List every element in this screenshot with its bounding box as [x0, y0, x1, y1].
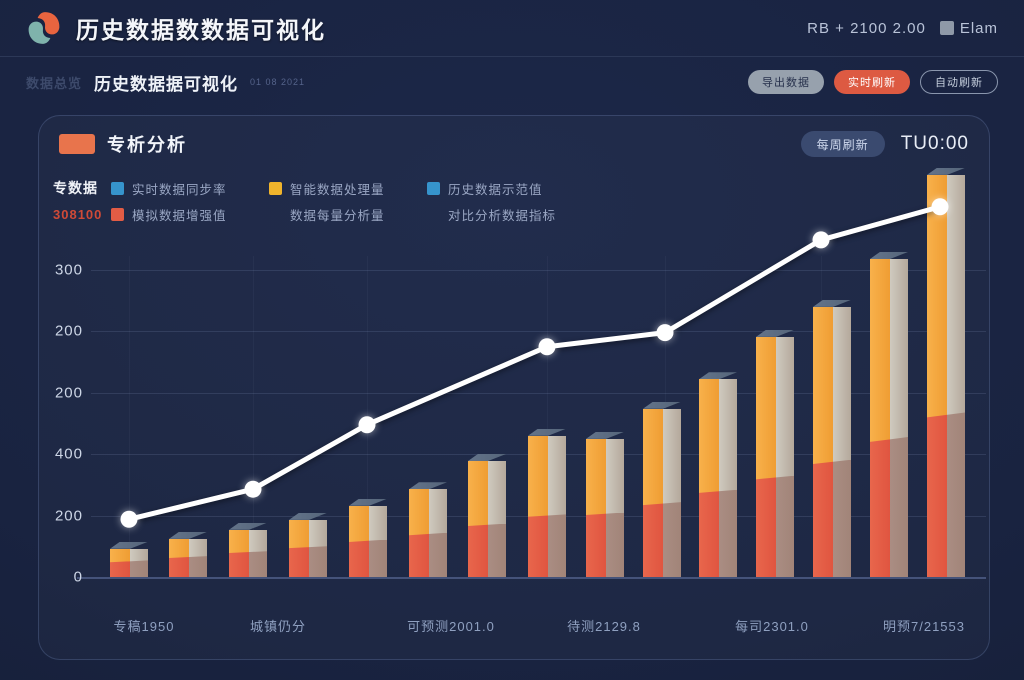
bar-column[interactable] — [468, 453, 506, 577]
bar-lower-segment — [586, 512, 624, 577]
legend-row2-label: 308100 — [53, 206, 103, 222]
bar-column[interactable] — [349, 498, 387, 577]
vertical-gridline — [129, 256, 130, 577]
bar-lower-segment — [870, 437, 908, 577]
bar-column[interactable] — [870, 251, 908, 577]
bar-lower-segment — [229, 551, 267, 577]
bar-column[interactable] — [169, 531, 207, 577]
bar-lower-segment — [643, 502, 681, 577]
card-time-value: TU0:00 — [900, 133, 969, 154]
bar-column[interactable] — [643, 401, 681, 577]
legend-item-processing[interactable]: 智能数据处理量 — [269, 179, 405, 198]
y-axis-tick-label: 200 — [54, 384, 83, 402]
bar-lower-segment — [349, 539, 387, 577]
bar-top-cap — [409, 482, 447, 490]
x-axis-tick-label: 每司2301.0 — [735, 619, 809, 634]
y-axis-tick-label: 200 — [54, 322, 83, 340]
bar-top-cap — [229, 522, 267, 530]
bar-lower-segment — [699, 489, 737, 577]
bar-top-cap — [870, 251, 908, 259]
bar-lower-segment — [169, 556, 207, 577]
x-axis-line — [77, 577, 986, 579]
breadcrumb: 数据总览 — [26, 75, 83, 91]
x-axis-tick-label: 待测2129.8 — [567, 619, 641, 634]
legend-item-sync-rate[interactable]: 实时数据同步率 — [111, 179, 247, 198]
gridline — [91, 392, 986, 394]
square-icon — [939, 21, 954, 35]
page-title: 历史数据数数据可视化 — [76, 17, 326, 43]
bar-column[interactable] — [927, 167, 965, 577]
bar-top-cap — [813, 299, 851, 307]
bar-top-cap — [468, 453, 506, 461]
bar-top-cap — [699, 372, 737, 380]
bar-column[interactable] — [586, 431, 624, 577]
x-axis-tick-label: 城镇仍分 — [249, 619, 307, 634]
realtime-refresh-button[interactable]: 实时刷新 — [834, 70, 910, 94]
section-title: 历史数据据可视化 — [94, 74, 239, 94]
gridline — [91, 331, 986, 333]
bar-top-cap — [528, 428, 566, 436]
gridline — [91, 270, 986, 271]
yellow-swatch-icon — [269, 181, 282, 195]
bar-lower-segment — [289, 546, 327, 577]
bar-column[interactable] — [813, 299, 851, 577]
y-axis-tick-label: 300 — [54, 261, 83, 279]
bar-column[interactable] — [528, 428, 566, 577]
bar-column[interactable] — [110, 541, 148, 577]
y-axis-tick-label: 200 — [54, 507, 83, 525]
bar-column[interactable] — [289, 512, 327, 577]
export-data-button[interactable]: 导出数据 — [748, 70, 824, 94]
blue-swatch-icon — [427, 181, 440, 195]
header-badge[interactable]: Elam — [939, 19, 998, 37]
refresh-cycle-badge[interactable]: 每周刷新 — [800, 131, 885, 157]
header-value-text: RB + 2100 2.00 — [807, 19, 926, 37]
plot-area: 0 200 400 200 200 300 专稿1950 城镇仍分 可预测2001.0 待测212… — [39, 116, 991, 661]
red-swatch-icon — [111, 207, 124, 221]
bar-lower-segment — [110, 560, 148, 577]
section-subtitle: 01 08 2021 — [250, 77, 306, 87]
card-title: 专析分析 — [107, 135, 187, 155]
blue-swatch-icon — [111, 181, 124, 195]
bar-column[interactable] — [229, 522, 267, 577]
legend-item-history-value[interactable]: 历史数据示范值 — [427, 179, 563, 198]
bar-top-cap — [169, 531, 207, 539]
legend-item-volume-analysis[interactable]: 数据每量分析量 — [290, 208, 385, 223]
bar-top-cap — [349, 498, 387, 506]
card-header: 专析分析 每周刷新 TU0:00 — [39, 116, 989, 172]
x-axis-tick-label: 专稿1950 — [113, 619, 175, 634]
app-logo-icon — [28, 12, 60, 44]
line-data-point[interactable] — [812, 231, 830, 249]
legend-item-comparison[interactable]: 对比分析数据指标 — [448, 208, 557, 223]
x-axis-tick-label: 明预7/21553 — [883, 619, 965, 634]
bar-top-cap — [756, 329, 794, 337]
y-axis-tick-label: 0 — [73, 568, 83, 586]
bar-top-cap — [586, 431, 624, 439]
bar-column[interactable] — [409, 482, 447, 577]
bar-column[interactable] — [699, 372, 737, 577]
bar-lower-segment — [528, 514, 566, 577]
card-accent-swatch-icon — [59, 134, 95, 154]
header-badge-label: Elam — [959, 19, 998, 37]
toolbar: 数据总览 历史数据据可视化 01 08 2021 导出数据 实时刷新 自动刷新 — [0, 62, 1024, 102]
bar-lower-segment — [813, 459, 851, 577]
app-header: 历史数据数数据可视化 RB + 2100 2.00 Elam — [0, 0, 1024, 57]
bar-column[interactable] — [756, 329, 794, 577]
y-axis-tick-label: 400 — [54, 445, 83, 463]
bar-lower-segment — [927, 412, 965, 577]
bar-top-cap — [289, 512, 327, 520]
x-axis-tick-label: 可预测2001.0 — [407, 619, 495, 634]
auto-refresh-button[interactable]: 自动刷新 — [920, 70, 998, 94]
chart-card: 0 200 400 200 200 300 专稿1950 城镇仍分 可预测2001.0 待测212… — [38, 115, 990, 660]
legend-item-simulated[interactable]: 模拟数据增强值 — [111, 205, 247, 224]
legend-row1-label: 专数据 — [53, 180, 98, 196]
bar-lower-segment — [409, 532, 447, 577]
bar-top-cap — [643, 401, 681, 409]
bar-top-cap — [927, 167, 965, 175]
bar-top-cap — [110, 541, 148, 549]
bar-lower-segment — [756, 475, 794, 577]
bar-lower-segment — [468, 523, 506, 577]
